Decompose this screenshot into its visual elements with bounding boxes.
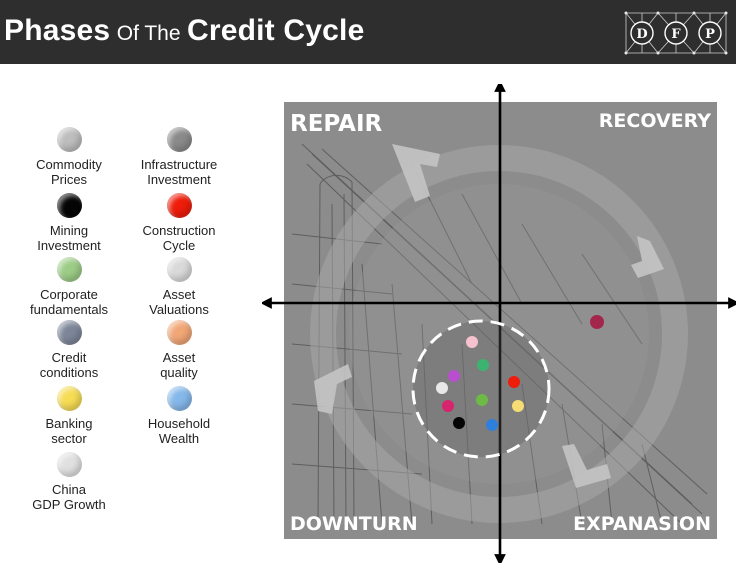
legend-asset-valuations: Asset Valuations (114, 257, 244, 317)
quadrant-label-expansion: EXPANASION (573, 513, 711, 535)
current-cluster-circle (411, 319, 551, 459)
legend-label: Household Wealth (147, 416, 211, 446)
title-part-1: Phases (4, 14, 111, 47)
quadrant-label-repair: REPAIR (290, 111, 383, 137)
indicator-point (590, 315, 604, 329)
dfp-logo: D F P (624, 11, 728, 55)
indicator-point (477, 359, 489, 371)
legend-swatch (166, 127, 192, 152)
quadrant-label-downturn: DOWNTURN (290, 513, 418, 535)
indicator-point (476, 394, 488, 406)
legend-swatch (56, 257, 82, 282)
legend-label: Credit conditions (39, 350, 99, 380)
logo-letter-d: D (636, 27, 647, 42)
legend-label: China GDP Growth (32, 482, 106, 512)
legend-banking-sector: Banking sector (4, 386, 134, 446)
legend-swatch (56, 320, 82, 345)
legend-swatch (56, 193, 82, 218)
legend-label: Construction Cycle (142, 223, 216, 253)
logo-letter-f: F (671, 27, 681, 42)
indicator-point (436, 382, 448, 394)
credit-cycle-chart: REPAIR RECOVERY DOWNTURN EXPANASION (262, 84, 736, 563)
legend-credit-conditions: Credit conditions (4, 320, 134, 380)
header-bar: Phases Of The Credit Cycle (0, 0, 736, 64)
legend-label: Asset quality (160, 350, 198, 380)
indicator-points (436, 315, 604, 431)
title-part-3: Credit Cycle (187, 14, 365, 47)
legend-swatch (166, 320, 192, 345)
legend-corporate-fundamentals: Corporate fundamentals (4, 257, 134, 317)
quadrant-label-recovery: RECOVERY (599, 110, 711, 132)
legend-mining-investment: Mining Investment (4, 193, 134, 253)
legend-swatch (56, 386, 82, 411)
legend-label: Commodity Prices (36, 157, 102, 187)
legend-label: Asset Valuations (149, 287, 209, 317)
page-title: Phases Of The Credit Cycle (4, 14, 364, 48)
legend-commodity-prices: Commodity Prices (4, 127, 134, 187)
legend-swatch (56, 452, 82, 477)
indicator-point (508, 376, 520, 388)
indicator-point (453, 417, 465, 429)
logo-letter-p: P (705, 27, 715, 42)
cycle-chevrons (314, 144, 664, 488)
legend-label: Infrastructure Investment (140, 157, 218, 187)
indicator-point (512, 400, 524, 412)
legend-infrastructure-investment: Infrastructure Investment (114, 127, 244, 187)
legend-swatch (56, 127, 82, 152)
indicator-point (442, 400, 454, 412)
title-part-2: Of The (116, 22, 181, 45)
legend-label: Banking sector (45, 416, 93, 446)
legend-label: Mining Investment (37, 223, 101, 253)
legend-label: Corporate fundamentals (29, 287, 109, 317)
legend-household-wealth: Household Wealth (114, 386, 244, 446)
legend-swatch (166, 193, 192, 218)
legend-swatch (166, 257, 192, 282)
legend-swatch (166, 386, 192, 411)
indicator-point (466, 336, 478, 348)
indicator-point (448, 370, 460, 382)
legend-construction-cycle: Construction Cycle (114, 193, 244, 253)
legend-asset-quality: Asset quality (114, 320, 244, 380)
legend-china-gdp-growth: China GDP Growth (4, 452, 134, 512)
indicator-point (486, 419, 498, 431)
